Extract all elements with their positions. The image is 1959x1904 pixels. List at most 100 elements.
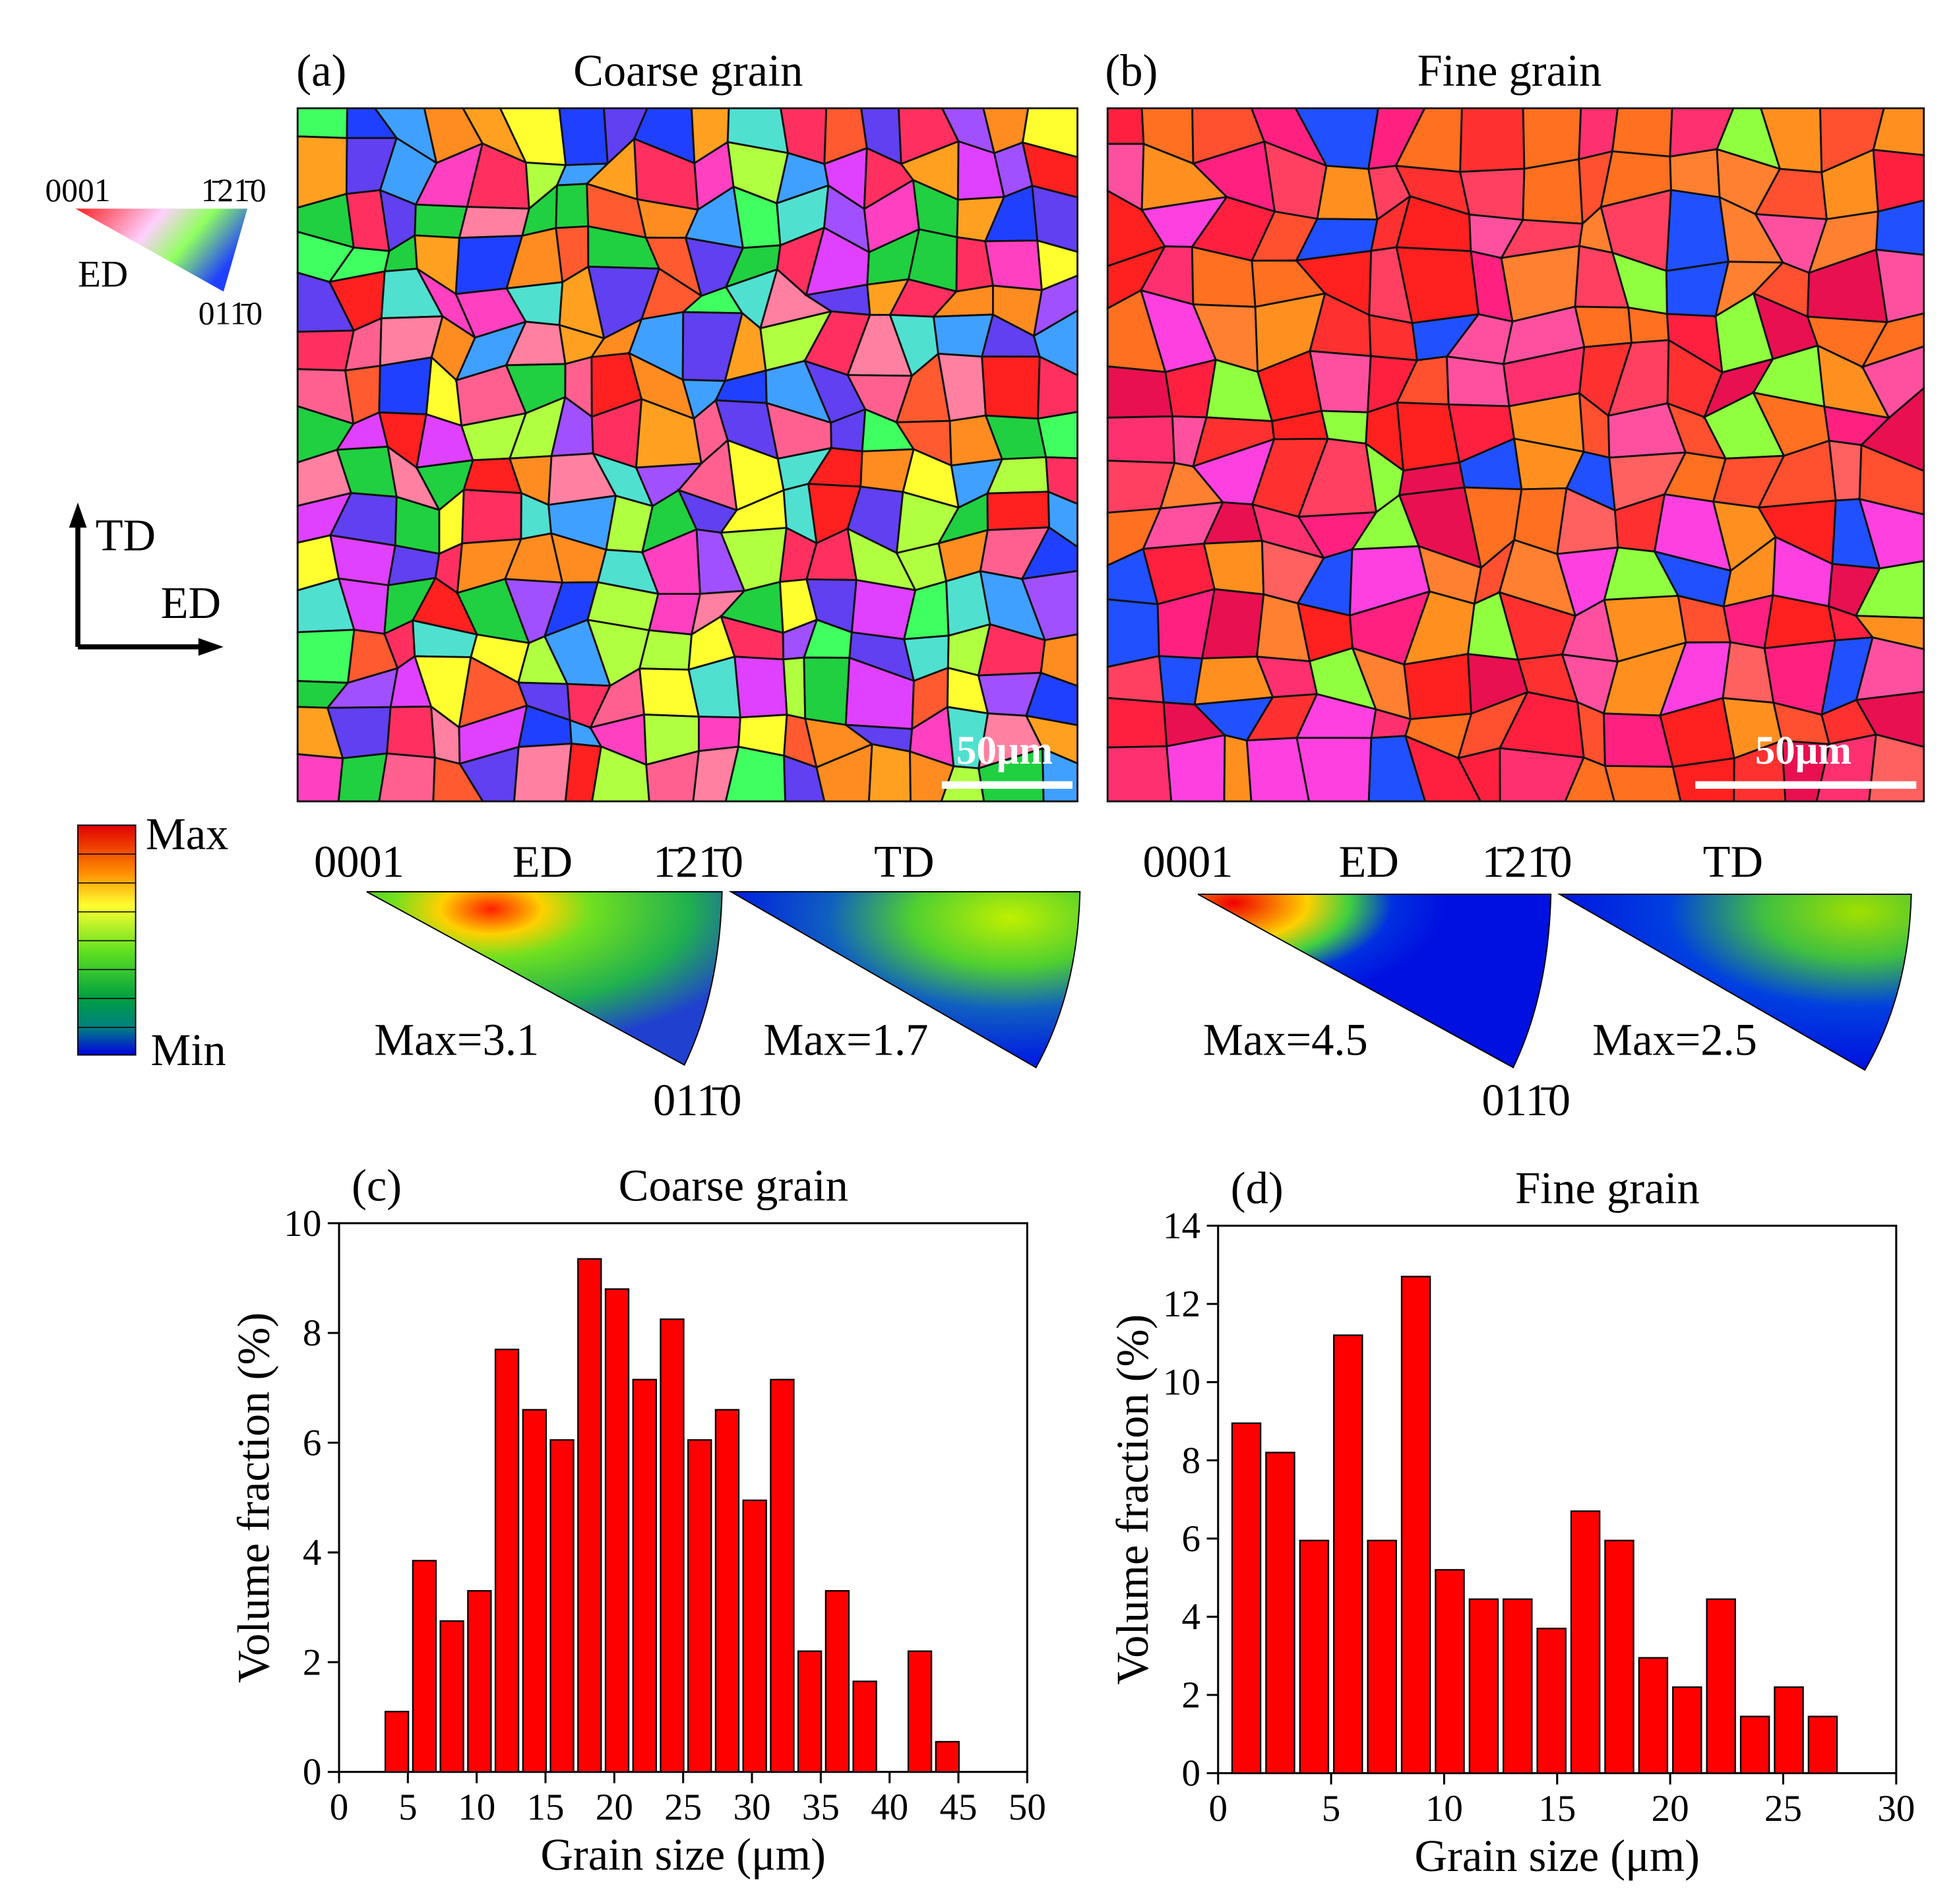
x-tick-label: 20 bbox=[596, 1787, 633, 1828]
grain bbox=[296, 329, 356, 372]
pf-corner: 1̄21̄0 bbox=[653, 836, 743, 886]
ipf-key bbox=[75, 208, 248, 292]
pf-bottom: 011̄0 bbox=[653, 1075, 742, 1125]
grain bbox=[1309, 350, 1372, 414]
panel-label: (c) bbox=[352, 1160, 402, 1210]
bar bbox=[935, 1740, 960, 1773]
direction-axes bbox=[75, 517, 201, 650]
key-direction: ED bbox=[78, 253, 128, 295]
grain bbox=[1522, 158, 1584, 225]
grain bbox=[1106, 696, 1168, 749]
y-tick-label: 2 bbox=[303, 1642, 322, 1683]
y-tick-label: 14 bbox=[1163, 1206, 1200, 1247]
bar bbox=[824, 1590, 850, 1773]
grain bbox=[1665, 189, 1730, 272]
y-tick-label: 12 bbox=[1163, 1283, 1200, 1325]
pf-ed-max: Max=3.1 bbox=[374, 1015, 539, 1065]
pf-td: TD bbox=[874, 836, 934, 886]
colorbar-max: Max bbox=[146, 809, 229, 859]
grain bbox=[638, 629, 693, 671]
x-axis-label: Grain size (μm) bbox=[1415, 1831, 1700, 1881]
x-tick-label: 5 bbox=[1322, 1788, 1341, 1829]
bar bbox=[660, 1318, 685, 1773]
grain bbox=[558, 107, 609, 166]
bar bbox=[412, 1560, 437, 1773]
bar bbox=[852, 1680, 877, 1773]
grain bbox=[296, 629, 356, 684]
bar bbox=[1672, 1686, 1702, 1774]
panel-label: (a) bbox=[296, 46, 346, 96]
color-bar-lines bbox=[78, 853, 136, 1028]
scale-bar-label: 50μm bbox=[956, 729, 1053, 773]
panel-label: (d) bbox=[1231, 1163, 1284, 1213]
x-tick-label: 35 bbox=[802, 1787, 840, 1828]
bar bbox=[797, 1650, 823, 1773]
grain bbox=[1295, 737, 1373, 803]
y-tick-label: 0 bbox=[1182, 1753, 1201, 1795]
pole-figure-ed bbox=[366, 891, 723, 1066]
pole-figure-td bbox=[1557, 893, 1912, 1071]
y-tick-label: 6 bbox=[1182, 1518, 1201, 1560]
key-corner: 1̄21̄0 bbox=[201, 172, 266, 208]
grain bbox=[1627, 306, 1670, 344]
x-tick-label: 0 bbox=[1208, 1788, 1228, 1829]
bar bbox=[1400, 1275, 1431, 1774]
bar bbox=[1435, 1569, 1465, 1774]
panel-title: Coarse grain bbox=[573, 46, 803, 96]
pf-td-max: Max=1.7 bbox=[764, 1015, 929, 1065]
bar bbox=[1570, 1510, 1601, 1774]
x-tick-label: 5 bbox=[398, 1787, 418, 1828]
grain bbox=[867, 743, 912, 803]
x-tick-label: 15 bbox=[1538, 1788, 1576, 1829]
x-tick-label: 25 bbox=[664, 1787, 702, 1828]
bar bbox=[549, 1439, 575, 1773]
bar bbox=[1265, 1452, 1295, 1774]
grain bbox=[1403, 653, 1473, 720]
color-bar bbox=[77, 824, 137, 1056]
grain bbox=[1106, 365, 1174, 419]
bar bbox=[1774, 1686, 1804, 1774]
grain bbox=[386, 705, 436, 759]
bar bbox=[714, 1409, 740, 1773]
bar bbox=[687, 1439, 712, 1773]
y-tick-label: 2 bbox=[1182, 1674, 1201, 1716]
bar bbox=[1231, 1422, 1262, 1774]
grain bbox=[803, 656, 851, 726]
x-axis-label: Grain size (μm) bbox=[540, 1829, 825, 1880]
chart-title: Fine grain bbox=[1515, 1163, 1700, 1213]
key-origin: 0001 bbox=[46, 172, 111, 208]
y-tick-label: 8 bbox=[303, 1312, 322, 1354]
bar bbox=[632, 1378, 657, 1773]
x-tick-label: 20 bbox=[1652, 1788, 1689, 1829]
grain bbox=[414, 203, 468, 239]
x-tick-label: 25 bbox=[1764, 1788, 1802, 1829]
scale-bar-label: 50μm bbox=[1755, 729, 1851, 773]
y-tick-label: 6 bbox=[303, 1423, 322, 1464]
axis-ed: ED bbox=[161, 578, 221, 628]
bar bbox=[1739, 1715, 1770, 1774]
grain bbox=[1611, 107, 1673, 158]
grain bbox=[733, 656, 788, 719]
scale-bar bbox=[1695, 781, 1917, 789]
histogram: (d) Fine grain Grain size (μm) Volume fract… bbox=[1107, 1163, 1915, 1881]
grain bbox=[1459, 107, 1526, 173]
x-tick-label: 50 bbox=[1009, 1787, 1046, 1828]
grain bbox=[1036, 410, 1078, 460]
bar bbox=[604, 1288, 630, 1773]
grain bbox=[1671, 757, 1735, 803]
grain bbox=[1603, 764, 1682, 803]
x-tick-label: 40 bbox=[871, 1787, 908, 1828]
panel-title: Fine grain bbox=[1417, 46, 1602, 96]
bar bbox=[1468, 1598, 1499, 1774]
pf-td-max: Max=2.5 bbox=[1592, 1015, 1757, 1065]
grain bbox=[378, 356, 433, 415]
grain bbox=[983, 239, 1043, 292]
grain bbox=[981, 355, 1041, 420]
grain bbox=[378, 752, 436, 803]
grain bbox=[1316, 164, 1379, 221]
histogram: (c) Coarse grain Grain size (μm) Volume fra… bbox=[228, 1160, 1045, 1880]
bar bbox=[1333, 1334, 1363, 1774]
pole-figure-ed bbox=[1197, 893, 1552, 1068]
bar bbox=[1536, 1628, 1567, 1774]
